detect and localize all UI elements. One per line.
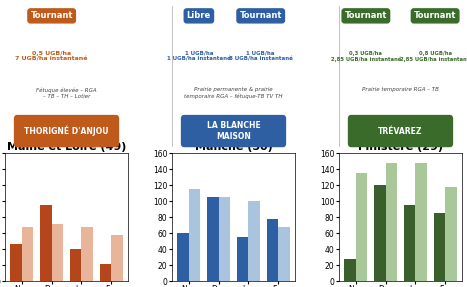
Text: Prairie temporaire RGA – TB: Prairie temporaire RGA – TB <box>362 88 439 92</box>
Bar <box>374 185 386 281</box>
Title: Maine et Loire (49): Maine et Loire (49) <box>7 142 126 152</box>
Bar <box>10 244 21 281</box>
Text: Prairie permanente & prairie
temporaire RGA – fétuque-TB TV TH: Prairie permanente & prairie temporaire … <box>184 88 283 99</box>
Bar <box>404 205 416 281</box>
Bar <box>237 237 248 281</box>
Text: 0,8 UGB/ha
2,85 UGB/ha instantané: 0,8 UGB/ha 2,85 UGB/ha instantané <box>400 51 467 62</box>
FancyBboxPatch shape <box>348 116 453 147</box>
Bar <box>356 173 367 281</box>
Bar <box>177 233 189 281</box>
Text: 1 UGB/ha
8 UGB/ha instantané: 1 UGB/ha 8 UGB/ha instantané <box>229 51 293 62</box>
Title: Manche (50): Manche (50) <box>195 142 272 152</box>
Text: Fétuque élevée – RGA
– TB – TH – Lotier: Fétuque élevée – RGA – TB – TH – Lotier <box>36 88 97 99</box>
Bar <box>219 197 230 281</box>
Bar <box>40 205 51 281</box>
Bar <box>267 219 278 281</box>
Bar <box>207 197 219 281</box>
Bar <box>434 213 446 281</box>
Bar <box>70 249 81 281</box>
FancyBboxPatch shape <box>182 116 285 147</box>
Text: THORIGNÉ D'ANJOU: THORIGNÉ D'ANJOU <box>24 126 109 136</box>
Text: LA BLANCHE
MAISON: LA BLANCHE MAISON <box>206 121 261 141</box>
Bar <box>248 201 260 281</box>
Bar <box>81 227 93 281</box>
Bar <box>446 187 457 281</box>
Text: Libre: Libre <box>187 11 211 20</box>
Text: Tournant: Tournant <box>30 11 73 20</box>
Bar <box>386 163 397 281</box>
Bar <box>416 163 427 281</box>
Text: 0,3 UGB/ha
2,85 UGB/ha instantané: 0,3 UGB/ha 2,85 UGB/ha instantané <box>331 51 401 62</box>
Text: TRÉVAREZ: TRÉVAREZ <box>378 127 423 135</box>
FancyBboxPatch shape <box>14 116 119 147</box>
Text: Tournant: Tournant <box>240 11 282 20</box>
Bar <box>21 227 33 281</box>
Bar <box>51 224 63 281</box>
Bar <box>278 227 290 281</box>
Text: Tournant: Tournant <box>414 11 456 20</box>
Bar <box>111 235 123 281</box>
Text: 0,5 UGB/ha
7 UGB/ha instantané: 0,5 UGB/ha 7 UGB/ha instantané <box>15 51 88 62</box>
Text: 1 UGB/ha
1 UGB/ha instantané: 1 UGB/ha 1 UGB/ha instantané <box>167 51 231 62</box>
Bar <box>189 189 200 281</box>
Title: Finistère (29): Finistère (29) <box>358 142 443 152</box>
Bar <box>344 259 356 281</box>
Text: Tournant: Tournant <box>345 11 387 20</box>
Bar <box>100 264 111 281</box>
